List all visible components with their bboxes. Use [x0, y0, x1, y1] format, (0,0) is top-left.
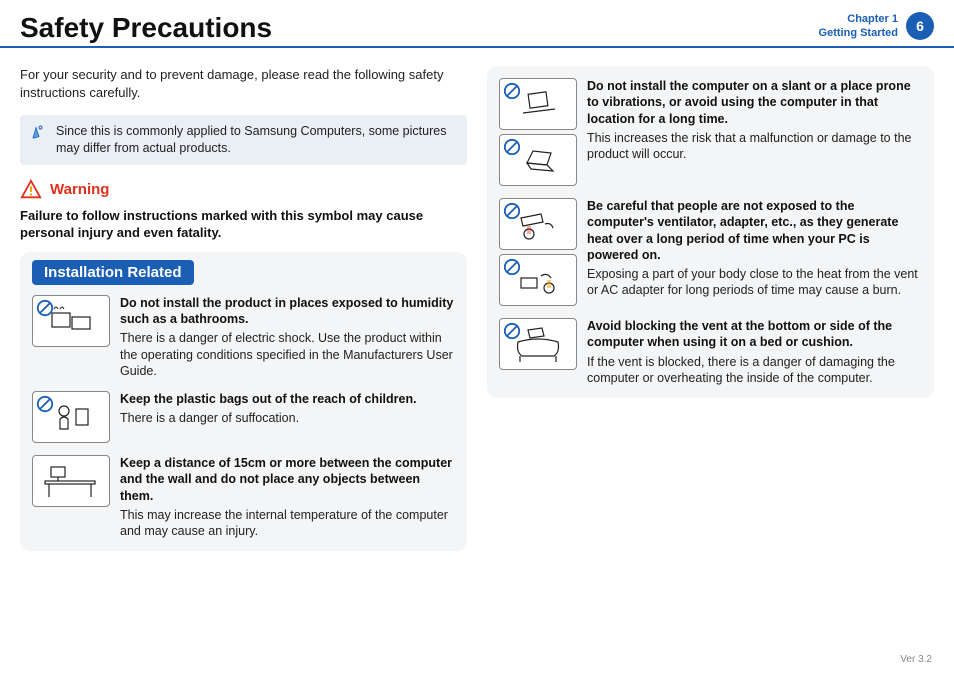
item-icon-column — [499, 198, 577, 306]
item-title: Keep the plastic bags out of the reach o… — [120, 391, 455, 407]
item-body: If the vent is blocked, there is a dange… — [587, 354, 922, 387]
item-title: Keep a distance of 15cm or more between … — [120, 455, 455, 504]
safety-item: Keep a distance of 15cm or more between … — [32, 455, 455, 539]
prohibit-icon — [503, 258, 521, 276]
chapter-line-2: Getting Started — [819, 26, 898, 40]
section-title: Installation Related — [32, 260, 194, 285]
item-text: Avoid blocking the vent at the bottom or… — [587, 318, 922, 386]
safety-item: Keep the plastic bags out of the reach o… — [32, 391, 455, 443]
item-icon-column — [499, 78, 577, 186]
item-icon-column — [499, 318, 577, 386]
illustration-box — [499, 134, 577, 186]
item-body: This may increase the internal temperatu… — [120, 507, 455, 540]
item-icon-column — [32, 455, 110, 539]
note-text: Since this is commonly applied to Samsun… — [56, 123, 457, 157]
item-text: Keep the plastic bags out of the reach o… — [120, 391, 455, 443]
illustration-box — [499, 198, 577, 250]
illustration-box — [499, 318, 577, 370]
slant-monitor-illustration — [515, 87, 561, 121]
item-title: Be careful that people are not exposed t… — [587, 198, 922, 263]
prohibit-icon — [503, 82, 521, 100]
safety-item: Do not install the product in places exp… — [32, 295, 455, 379]
illustration-box — [32, 391, 110, 443]
warning-icon — [20, 179, 42, 201]
chapter-label: Chapter 1 Getting Started — [819, 12, 898, 41]
illustration-box — [499, 78, 577, 130]
item-body: There is a danger of electric shock. Use… — [120, 330, 455, 379]
item-body: There is a danger of suffocation. — [120, 410, 455, 426]
item-icon-column — [32, 391, 110, 443]
safety-item: Do not install the computer on a slant o… — [499, 78, 922, 186]
item-body: This increases the risk that a malfuncti… — [587, 130, 922, 163]
prohibit-icon — [36, 395, 54, 413]
warning-heading: Warning — [20, 179, 467, 201]
item-title: Do not install the computer on a slant o… — [587, 78, 922, 127]
warning-text: Failure to follow instructions marked wi… — [20, 207, 467, 242]
intro-text: For your security and to prevent damage,… — [20, 66, 467, 101]
version-label: Ver 3.2 — [900, 654, 932, 665]
safety-item: Avoid blocking the vent at the bottom or… — [499, 318, 922, 386]
illustration-box — [499, 254, 577, 306]
item-text: Be careful that people are not exposed t… — [587, 198, 922, 306]
warning-label: Warning — [50, 181, 109, 198]
installation-section: Installation Related Do not install the … — [20, 252, 467, 552]
page-number-badge: 6 — [906, 12, 934, 40]
note-icon — [30, 123, 48, 141]
note-box: Since this is commonly applied to Samsun… — [20, 115, 467, 165]
item-title: Do not install the product in places exp… — [120, 295, 455, 328]
item-title: Avoid blocking the vent at the bottom or… — [587, 318, 922, 351]
page-title: Safety Precautions — [20, 12, 272, 44]
item-text: Do not install the product in places exp… — [120, 295, 455, 379]
item-body: Exposing a part of your body close to th… — [587, 266, 922, 299]
prohibit-icon — [503, 322, 521, 340]
illustration-box — [32, 455, 110, 507]
installation-section-continued: Do not install the computer on a slant o… — [487, 66, 934, 398]
right-column: Do not install the computer on a slant o… — [487, 66, 934, 551]
left-column: For your security and to prevent damage,… — [20, 66, 467, 551]
item-text: Keep a distance of 15cm or more between … — [120, 455, 455, 539]
chapter-line-1: Chapter 1 — [819, 12, 898, 26]
prohibit-icon — [36, 299, 54, 317]
item-icon-column — [32, 295, 110, 379]
content-columns: For your security and to prevent damage,… — [0, 48, 954, 561]
prohibit-icon — [503, 138, 521, 156]
safety-item: Be careful that people are not exposed t… — [499, 198, 922, 306]
desk-distance-illustration — [41, 461, 101, 501]
item-text: Do not install the computer on a slant o… — [587, 78, 922, 186]
prohibit-icon — [503, 202, 521, 220]
slant-laptop-illustration — [515, 143, 561, 177]
header-right: Chapter 1 Getting Started 6 — [819, 12, 934, 41]
illustration-box — [32, 295, 110, 347]
page-header: Safety Precautions Chapter 1 Getting Sta… — [0, 0, 954, 48]
